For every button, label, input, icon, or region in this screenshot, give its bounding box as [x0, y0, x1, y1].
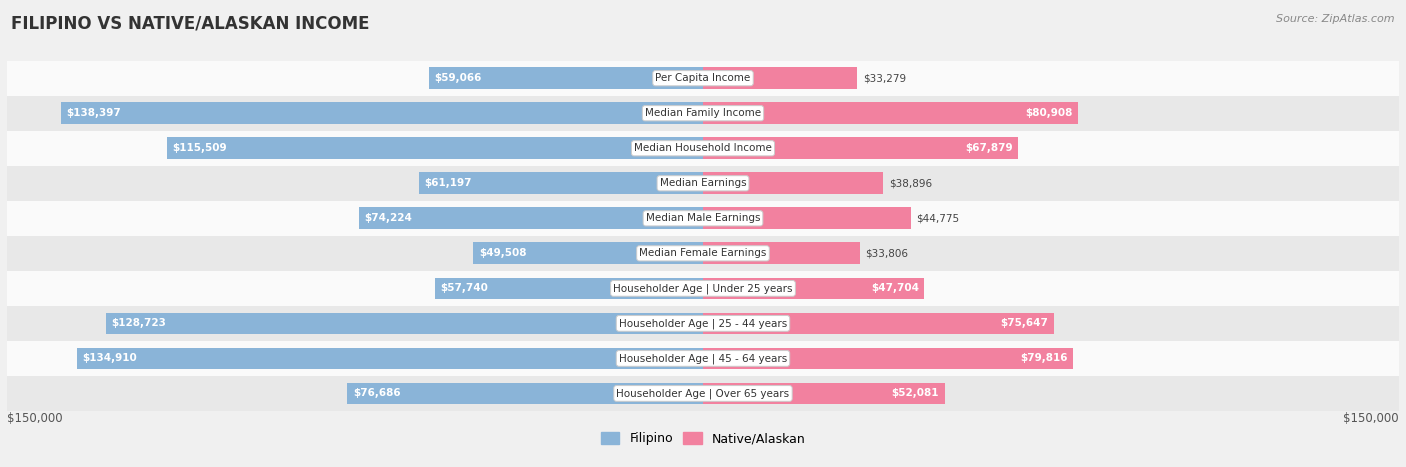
Bar: [347, 382, 703, 404]
Bar: [7, 166, 1399, 201]
Bar: [703, 242, 860, 264]
Text: Median Earnings: Median Earnings: [659, 178, 747, 188]
Text: Median Female Earnings: Median Female Earnings: [640, 248, 766, 258]
Legend: Filipino, Native/Alaskan: Filipino, Native/Alaskan: [596, 427, 810, 450]
Bar: [7, 96, 1399, 131]
Text: $38,896: $38,896: [889, 178, 932, 188]
Bar: [419, 172, 703, 194]
Text: $150,000: $150,000: [1343, 412, 1399, 425]
Text: Householder Age | Under 25 years: Householder Age | Under 25 years: [613, 283, 793, 294]
Bar: [7, 236, 1399, 271]
Bar: [703, 137, 1018, 159]
Bar: [7, 131, 1399, 166]
Text: Householder Age | 25 - 44 years: Householder Age | 25 - 44 years: [619, 318, 787, 329]
Text: $150,000: $150,000: [7, 412, 63, 425]
Bar: [7, 61, 1399, 96]
Text: Median Household Income: Median Household Income: [634, 143, 772, 153]
Bar: [703, 277, 924, 299]
Text: $33,806: $33,806: [866, 248, 908, 258]
Text: Median Male Earnings: Median Male Earnings: [645, 213, 761, 223]
Text: $115,509: $115,509: [173, 143, 228, 153]
Text: Median Family Income: Median Family Income: [645, 108, 761, 118]
Bar: [703, 382, 945, 404]
Text: $47,704: $47,704: [870, 283, 918, 293]
Text: $44,775: $44,775: [917, 213, 959, 223]
Bar: [105, 312, 703, 334]
Bar: [703, 172, 883, 194]
Bar: [703, 312, 1054, 334]
Bar: [7, 341, 1399, 376]
Text: $74,224: $74,224: [364, 213, 412, 223]
Text: Source: ZipAtlas.com: Source: ZipAtlas.com: [1277, 14, 1395, 24]
Text: $67,879: $67,879: [965, 143, 1012, 153]
Text: $138,397: $138,397: [66, 108, 121, 118]
Bar: [60, 102, 703, 124]
Bar: [434, 277, 703, 299]
Bar: [77, 347, 703, 369]
Bar: [703, 347, 1073, 369]
Bar: [359, 207, 703, 229]
Text: $134,910: $134,910: [83, 354, 138, 363]
Bar: [703, 67, 858, 89]
Bar: [7, 271, 1399, 306]
Text: FILIPINO VS NATIVE/ALASKAN INCOME: FILIPINO VS NATIVE/ALASKAN INCOME: [11, 14, 370, 32]
Bar: [429, 67, 703, 89]
Bar: [7, 201, 1399, 236]
Text: $61,197: $61,197: [425, 178, 472, 188]
Bar: [167, 137, 703, 159]
Text: $59,066: $59,066: [434, 73, 482, 83]
Bar: [703, 102, 1078, 124]
Text: $76,686: $76,686: [353, 389, 401, 398]
Text: $57,740: $57,740: [440, 283, 488, 293]
Text: $80,908: $80,908: [1025, 108, 1073, 118]
Text: $33,279: $33,279: [863, 73, 905, 83]
Bar: [7, 306, 1399, 341]
Text: $79,816: $79,816: [1021, 354, 1067, 363]
Bar: [474, 242, 703, 264]
Text: Householder Age | 45 - 64 years: Householder Age | 45 - 64 years: [619, 353, 787, 364]
Text: Householder Age | Over 65 years: Householder Age | Over 65 years: [616, 388, 790, 399]
Bar: [703, 207, 911, 229]
Text: Per Capita Income: Per Capita Income: [655, 73, 751, 83]
Text: $52,081: $52,081: [891, 389, 939, 398]
Text: $75,647: $75,647: [1001, 318, 1049, 328]
Text: $49,508: $49,508: [479, 248, 526, 258]
Text: $128,723: $128,723: [111, 318, 166, 328]
Bar: [7, 376, 1399, 411]
